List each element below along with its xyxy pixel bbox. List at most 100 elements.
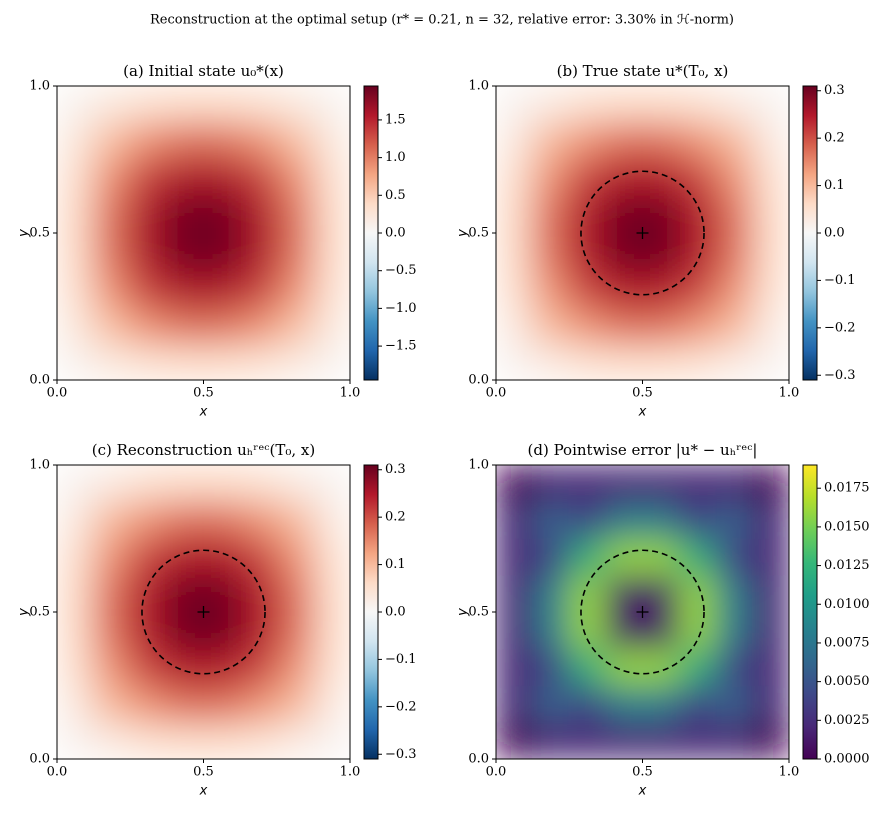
x-tick-label: 0.5 — [632, 386, 653, 401]
heatmap-cell — [678, 538, 717, 576]
heatmap-cell — [751, 721, 789, 759]
heatmap-cell — [678, 648, 717, 686]
heatmap-cell — [678, 86, 717, 124]
y-tick-label: 0.5 — [29, 226, 50, 241]
heatmap-cell — [166, 122, 204, 160]
colorbar-tick-label: −0.5 — [385, 263, 417, 278]
heatmap-cell — [93, 574, 131, 613]
heatmap-cell — [605, 195, 643, 234]
center-marker — [636, 606, 649, 618]
heatmap-cell — [642, 159, 680, 197]
heatmap-cell — [312, 465, 350, 503]
heatmap-cell — [751, 611, 789, 650]
heatmap-cell — [568, 86, 607, 124]
y-tick-label: 1.0 — [468, 458, 489, 473]
heatmap-cell — [568, 306, 607, 344]
colorbar-tick-label: 0.0050 — [824, 674, 870, 689]
center-marker — [636, 227, 649, 239]
heatmap-cell — [678, 685, 717, 723]
heatmap-cell — [129, 648, 168, 686]
colorbar-tick-label: 0.2 — [824, 131, 845, 146]
heatmap-cell — [715, 611, 753, 650]
heatmap-cell — [678, 122, 717, 160]
heatmap-cell — [276, 122, 314, 160]
heatmap-cells — [57, 465, 350, 759]
heatmap-cell — [751, 122, 789, 160]
heatmap-cell — [203, 465, 241, 503]
heatmap-cell — [239, 501, 278, 539]
x-tick-label: 1.0 — [779, 765, 800, 780]
heatmap-cell — [93, 159, 131, 197]
heatmap-cell — [57, 685, 95, 723]
heatmap-cell — [312, 611, 350, 650]
heatmap-cell — [532, 611, 570, 650]
heatmap-cell — [605, 159, 643, 197]
colorbar-tick-label: 0.0000 — [824, 752, 870, 767]
heatmap-cell — [678, 269, 717, 307]
heatmap-cell — [605, 648, 643, 686]
figure-title: Reconstruction at the optimal setup (r* … — [150, 13, 734, 28]
heatmap-cell — [239, 195, 278, 234]
colorbar-tick-label: 0.3 — [824, 83, 845, 98]
y-axis-label: y — [456, 229, 471, 238]
heatmap-cell — [678, 159, 717, 197]
heatmap-cell — [276, 306, 314, 344]
heatmap-cell — [751, 86, 789, 124]
heatmap-cell — [239, 465, 278, 503]
heatmap-cell — [203, 269, 241, 307]
heatmap-cell — [276, 342, 314, 380]
panel: (c) Reconstruction uₕʳᵉᶜ(T₀, x) 0.0 0.5 1.0… — [17, 441, 417, 799]
heatmap-cell — [93, 538, 131, 576]
heatmap-cell — [605, 342, 643, 380]
heatmap-cell — [605, 86, 643, 124]
heatmap-cell — [605, 232, 643, 271]
heatmap-cell — [496, 195, 534, 234]
heatmap-cell — [715, 195, 753, 234]
heatmap-cell — [93, 306, 131, 344]
heatmap-cell — [532, 574, 570, 613]
heatmap-cell — [568, 159, 607, 197]
colorbar — [363, 85, 379, 381]
heatmap-cell — [532, 159, 570, 197]
heatmap-cell — [751, 685, 789, 723]
heatmap-cell — [129, 306, 168, 344]
panel: (a) Initial state u₀*(x) 0.0 0.5 1.0 0.0 0.5 1… — [17, 62, 417, 420]
colorbar-tick-label: −1.5 — [385, 339, 417, 354]
center-marker — [197, 606, 210, 618]
y-tick-label: 1.0 — [29, 458, 50, 473]
colorbar-tick-label: −0.3 — [385, 747, 417, 762]
colorbar-tick-label: 0.0100 — [824, 597, 870, 612]
heatmap-cell — [203, 159, 241, 197]
y-tick-label: 1.0 — [29, 79, 50, 94]
heatmap-cell — [605, 465, 643, 503]
heatmap-cell — [57, 538, 95, 576]
heatmap-cell — [496, 86, 534, 124]
heatmap-cell — [532, 195, 570, 234]
heatmap-cell — [496, 648, 534, 686]
colorbar — [802, 464, 818, 760]
x-tick-label: 0.5 — [193, 765, 214, 780]
heatmap-cell — [642, 685, 680, 723]
y-axis-label: y — [17, 608, 32, 617]
heatmap-cell — [715, 574, 753, 613]
heatmap-cell — [312, 721, 350, 759]
heatmap-cell — [568, 195, 607, 234]
colorbar-tick-label: −0.3 — [824, 368, 856, 383]
heatmap-cell — [605, 721, 643, 759]
heatmap-cell — [642, 269, 680, 307]
heatmap-cell — [57, 648, 95, 686]
heatmap-cell — [93, 685, 131, 723]
heatmap-cell — [605, 122, 643, 160]
heatmap-cell — [532, 232, 570, 271]
colorbar-tick-label: −0.1 — [824, 273, 856, 288]
heatmap-cell — [312, 122, 350, 160]
colorbar-tick-label: 1.5 — [385, 112, 406, 127]
x-tick-label: 0.0 — [47, 765, 68, 780]
heatmap-cell — [642, 574, 680, 613]
heatmap-cell — [532, 269, 570, 307]
heatmap-cell — [532, 306, 570, 344]
heatmap-cell — [751, 232, 789, 271]
heatmap-cell — [276, 538, 314, 576]
heatmap-cell — [129, 611, 168, 650]
